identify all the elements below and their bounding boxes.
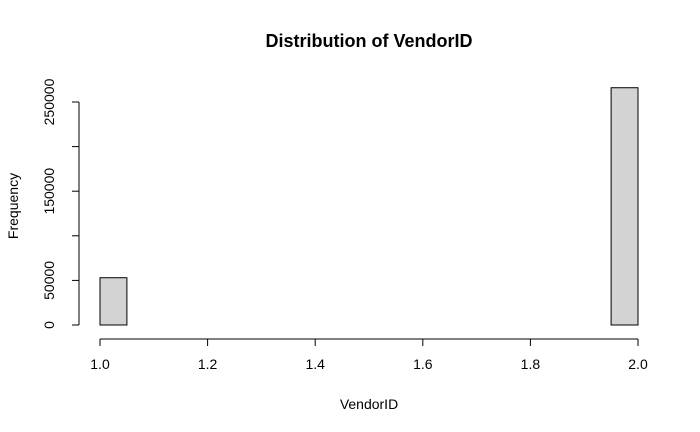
x-tick-label: 2.0 xyxy=(628,356,648,372)
x-tick-label: 1.0 xyxy=(90,356,110,372)
chart-title: Distribution of VendorID xyxy=(266,31,473,51)
x-axis-label: VendorID xyxy=(340,396,398,412)
y-tick-label: 150000 xyxy=(41,168,57,215)
x-tick-label: 1.6 xyxy=(413,356,433,372)
histogram-bar xyxy=(610,87,639,326)
y-axis-label: Frequency xyxy=(5,173,21,239)
bars-group xyxy=(99,87,639,326)
x-tick-label: 1.2 xyxy=(198,356,218,372)
x-tick-label: 1.8 xyxy=(521,356,541,372)
y-tick-label: 250000 xyxy=(41,78,57,125)
x-tick-label: 1.4 xyxy=(305,356,325,372)
y-axis: 0 50000 150000 250000 xyxy=(41,78,80,329)
y-tick-label: 0 xyxy=(41,321,57,329)
x-axis: 1.0 1.2 1.4 1.6 1.8 2.0 xyxy=(90,338,648,372)
histogram-bar xyxy=(99,277,128,326)
y-tick-label: 50000 xyxy=(41,261,57,300)
